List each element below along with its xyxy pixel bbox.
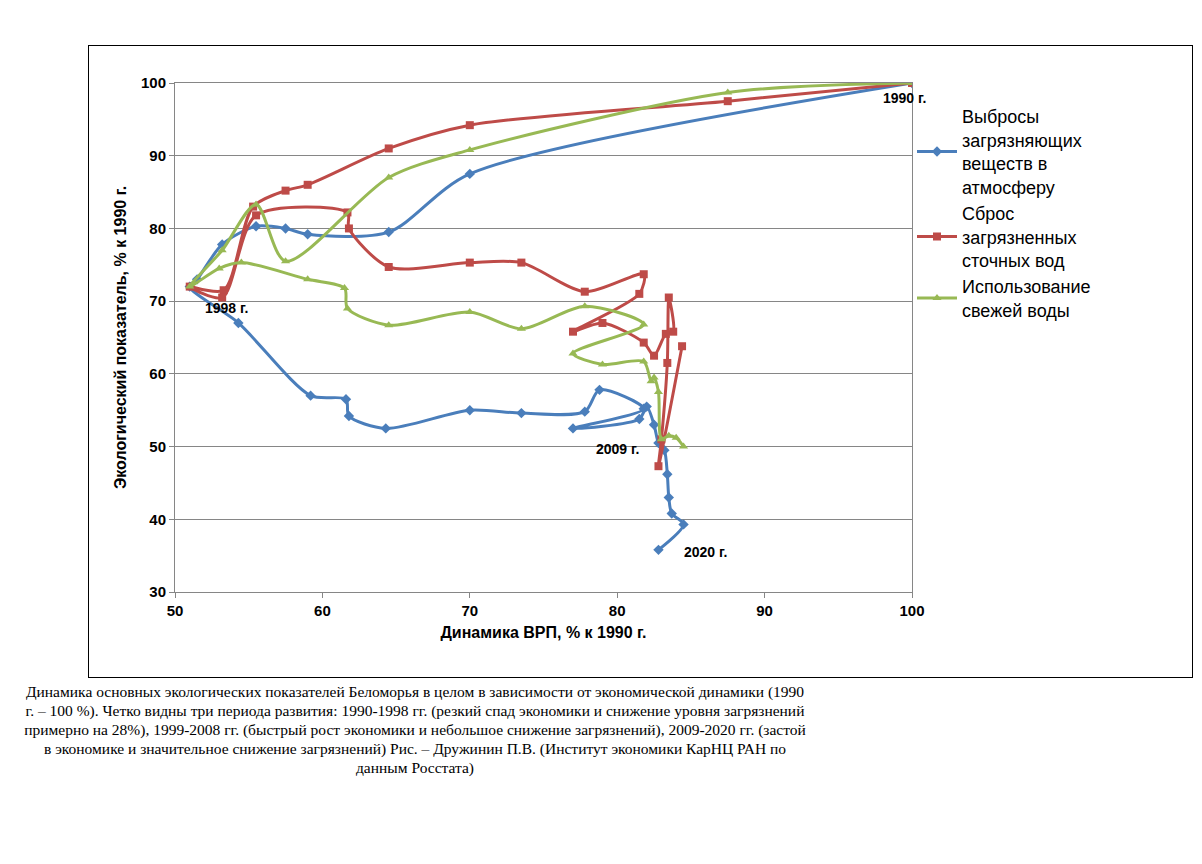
svg-text:60: 60 bbox=[149, 365, 166, 382]
svg-text:50: 50 bbox=[149, 438, 166, 455]
svg-text:2020 г.: 2020 г. bbox=[684, 544, 727, 560]
svg-text:70: 70 bbox=[149, 292, 166, 309]
svg-text:100: 100 bbox=[899, 602, 924, 619]
svg-text:70: 70 bbox=[461, 602, 478, 619]
svg-text:2009 г.: 2009 г. bbox=[596, 441, 639, 457]
svg-text:Динамика ВРП, % к 1990 г.: Динамика ВРП, % к 1990 г. bbox=[440, 624, 646, 641]
svg-text:30: 30 bbox=[149, 583, 166, 600]
svg-text:1990 г.: 1990 г. bbox=[883, 90, 926, 106]
svg-text:Сбросзагрязненныхсточных вод: Сбросзагрязненныхсточных вод bbox=[962, 204, 1076, 271]
svg-text:Экологический показатель, % к: Экологический показатель, % к 1990 г. bbox=[112, 186, 129, 489]
svg-text:100: 100 bbox=[141, 74, 166, 91]
svg-text:1998 г.: 1998 г. bbox=[205, 300, 248, 316]
svg-text:80: 80 bbox=[609, 602, 626, 619]
svg-text:90: 90 bbox=[149, 147, 166, 164]
html-text:Динамика основных экологически: Динамика основных экологических показате… bbox=[24, 683, 806, 776]
svg-text:Выбросызагрязняющихвеществ ват: Выбросызагрязняющихвеществ ватмосферу bbox=[962, 107, 1082, 197]
svg-text:80: 80 bbox=[149, 220, 166, 237]
svg-text:90: 90 bbox=[756, 602, 773, 619]
svg-text:50: 50 bbox=[167, 602, 184, 619]
svg-text:Использованиесвежей воды: Использованиесвежей воды bbox=[962, 277, 1091, 320]
svg-text:60: 60 bbox=[314, 602, 331, 619]
svg-text:40: 40 bbox=[149, 511, 166, 528]
